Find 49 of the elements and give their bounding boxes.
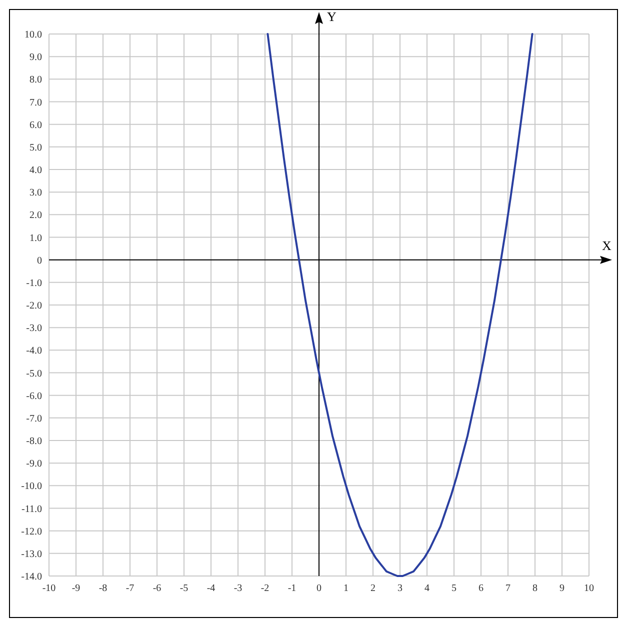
- x-tick-label: -8: [98, 583, 108, 594]
- y-tick-label: -14.0: [21, 572, 42, 582]
- x-tick-label: 10: [584, 583, 594, 594]
- x-tick-label: -1: [288, 583, 296, 594]
- x-tick-label: -4: [206, 583, 216, 594]
- y-tick-label: 0: [37, 255, 42, 266]
- y-tick-label: -6.0: [26, 390, 42, 402]
- y-tick-label: 4.0: [30, 165, 42, 176]
- x-tick-label: -5: [180, 583, 188, 594]
- y-tick-label: 2.0: [30, 210, 42, 222]
- x-tick-label: 5: [452, 583, 456, 594]
- x-tick-label: 0: [316, 583, 322, 594]
- y-tick-label: 5.0: [30, 142, 42, 154]
- y-tick-label: 3.0: [30, 188, 42, 199]
- x-tick-label: -7: [126, 583, 134, 594]
- x-tick-label: -3: [234, 583, 242, 594]
- x-tick-label: -6: [152, 583, 162, 594]
- y-tick-label: -13.0: [21, 548, 42, 560]
- x-tick-label: 1: [344, 583, 348, 594]
- y-tick-label: -12.0: [21, 526, 42, 538]
- y-tick-label: -10.0: [21, 481, 42, 492]
- y-tick-label: 6.0: [30, 120, 42, 131]
- x-axis-title: X: [602, 238, 612, 253]
- y-axis-title: Y: [327, 9, 337, 24]
- x-tick-label: 8: [532, 583, 538, 594]
- y-tick-label: -9.0: [26, 458, 42, 470]
- x-tick-label: 6: [478, 583, 484, 594]
- x-tick-label: -2: [260, 583, 270, 594]
- x-tick-label: 7: [506, 583, 510, 594]
- x-tick-label: 3: [398, 583, 402, 594]
- y-tick-label: -3.0: [26, 323, 42, 334]
- y-tick-label: -5.0: [26, 368, 42, 380]
- x-tick-label: 2: [370, 583, 376, 594]
- y-tick-label: -2.0: [26, 300, 42, 312]
- x-tick-label: 9: [560, 583, 564, 594]
- y-tick-label: 8.0: [30, 74, 42, 86]
- y-tick-label: 7.0: [30, 97, 42, 108]
- x-tick-label: 4: [424, 583, 430, 594]
- y-tick-label: -1.0: [26, 278, 42, 289]
- line-series: [266, 33, 534, 577]
- y-tick-label: 10.0: [24, 30, 42, 40]
- y-tick-label: -4.0: [26, 346, 42, 357]
- y-tick-label: 9.0: [30, 52, 42, 64]
- y-tick-label: -11.0: [22, 504, 42, 515]
- x-tick-label: -9: [72, 583, 80, 594]
- y-tick-label: -8.0: [26, 436, 42, 447]
- x-tick-label: -10: [42, 583, 56, 594]
- y-tick-label: 1.0: [30, 232, 42, 244]
- y-tick-label: -7.0: [26, 413, 42, 424]
